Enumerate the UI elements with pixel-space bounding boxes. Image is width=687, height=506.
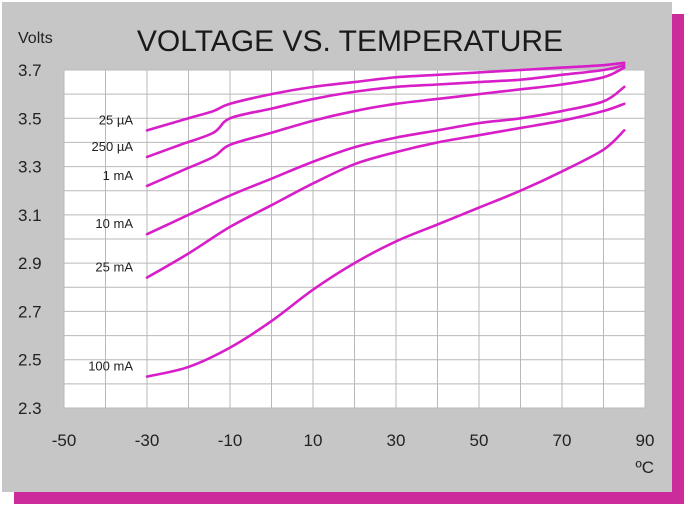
y-tick-label: 2.9 — [18, 254, 42, 273]
y-axis-label: Volts — [18, 30, 53, 47]
y-tick-label: 3.5 — [18, 109, 42, 128]
x-axis-unit: ºC — [636, 458, 655, 477]
series-label: 10 mA — [95, 216, 133, 231]
x-tick-label: -10 — [218, 431, 243, 450]
series-line — [145, 102, 626, 279]
series-label: 1 mA — [103, 168, 134, 183]
x-tick-label: 90 — [636, 431, 655, 450]
x-tick-label: 50 — [470, 431, 489, 450]
y-tick-label: 3.7 — [18, 61, 42, 80]
series-line — [145, 66, 626, 188]
y-tick-label: 3.3 — [18, 158, 42, 177]
y-tick-label: 2.5 — [18, 351, 42, 370]
series-labels: 25 µA 250 µA 1 mA 10 mA 25 mA 100 mA — [88, 112, 133, 373]
series-line — [145, 61, 626, 132]
series-label: 100 mA — [88, 359, 133, 374]
x-tick-label: 70 — [553, 431, 572, 450]
grid — [63, 69, 646, 409]
series-lines — [145, 61, 626, 378]
chart-title: VOLTAGE VS. TEMPERATURE — [137, 25, 563, 58]
x-tick-label: -30 — [135, 431, 160, 450]
x-tick-label: 10 — [304, 431, 323, 450]
series-line — [145, 63, 626, 159]
series-label: 25 mA — [95, 260, 133, 275]
series-line — [145, 129, 626, 378]
tick-labels: 2.3 2.5 2.7 2.9 3.1 3.3 3.5 3.7 -50 -30 -10 10 30 50 7… — [18, 61, 654, 450]
series-label: 25 µA — [99, 112, 134, 127]
x-tick-label: 30 — [387, 431, 406, 450]
y-tick-label: 3.1 — [18, 206, 42, 225]
y-tick-label: 2.7 — [18, 302, 42, 321]
series-line — [145, 85, 626, 236]
y-tick-label: 2.3 — [18, 399, 42, 418]
series-label: 250 µA — [92, 139, 134, 154]
x-tick-label: -50 — [52, 431, 77, 450]
